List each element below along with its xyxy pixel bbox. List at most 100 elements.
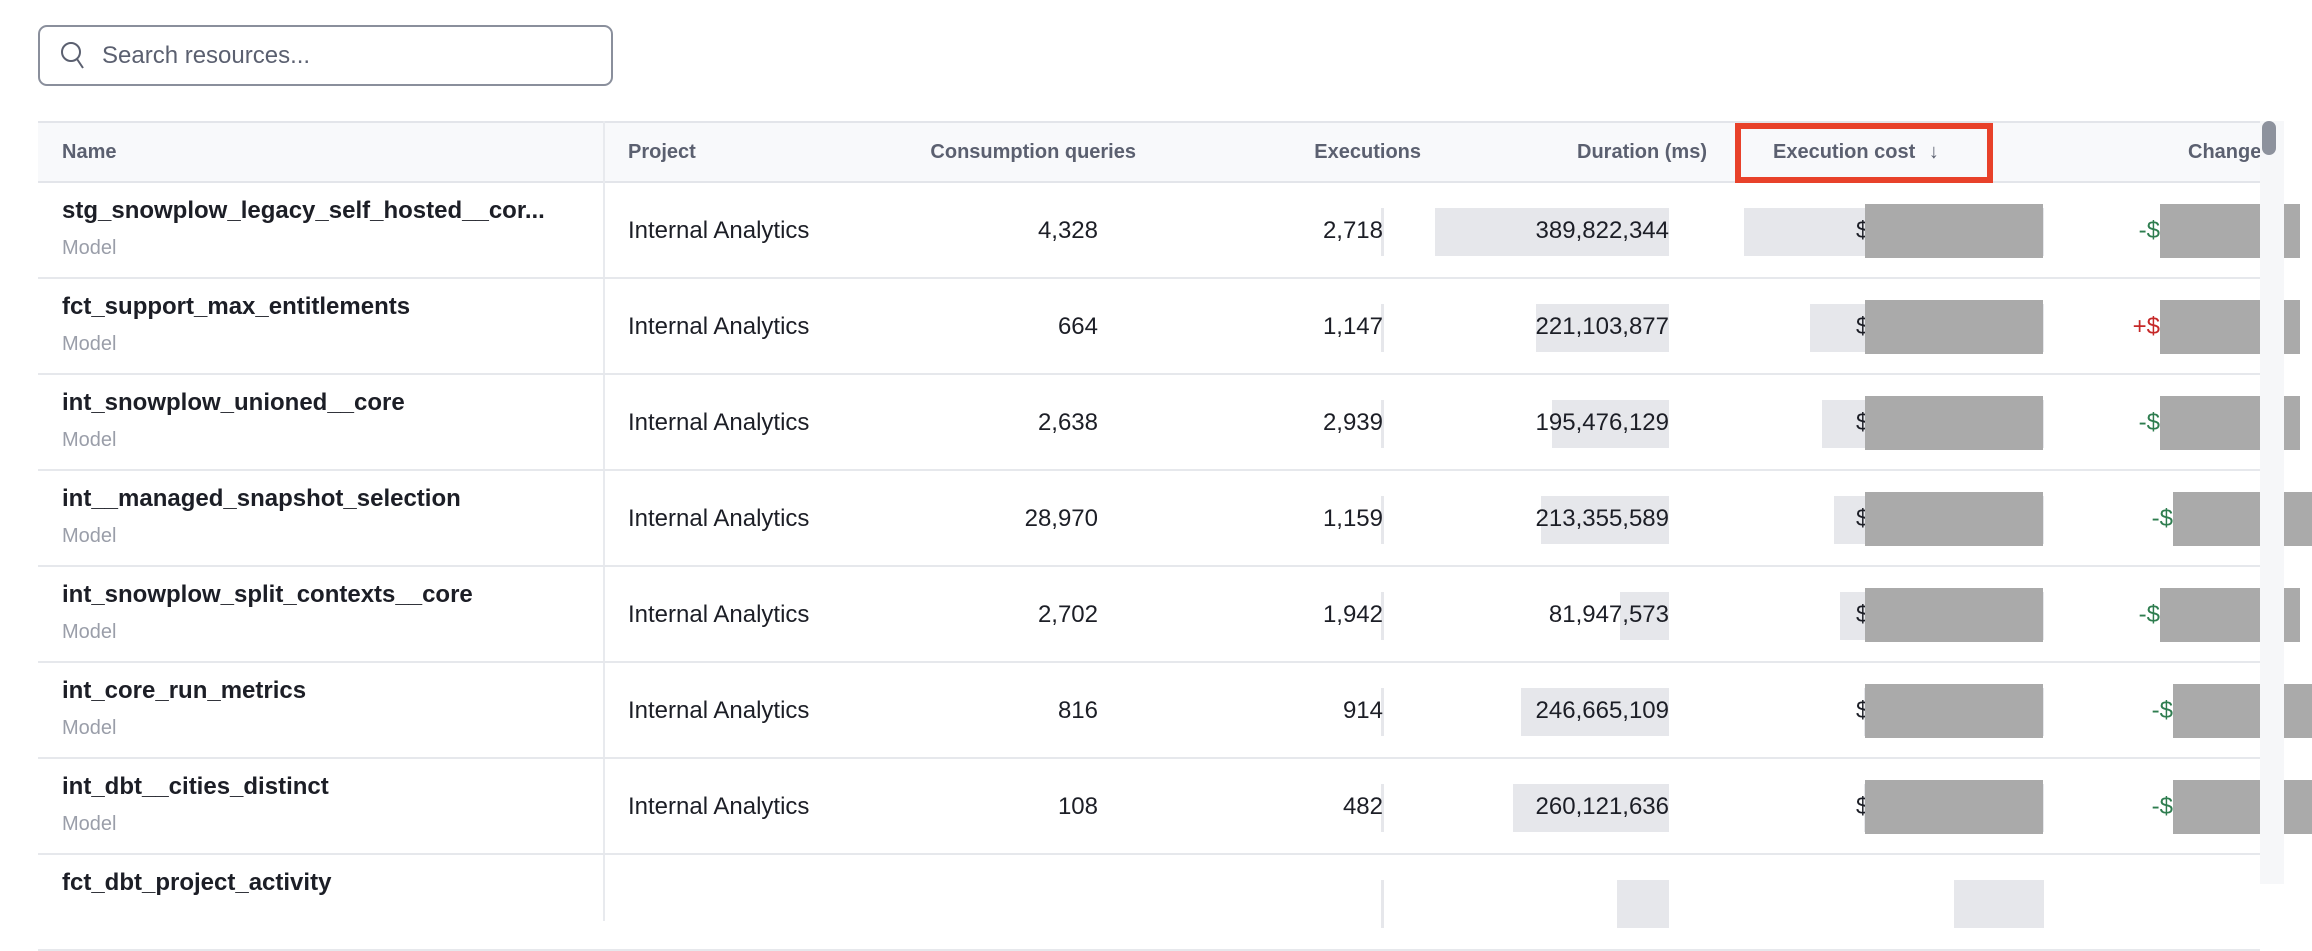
search-input[interactable] (102, 41, 562, 70)
search-input-wrapper[interactable] (38, 25, 613, 86)
executions-bar (1381, 400, 1384, 448)
table-row[interactable]: fct_support_max_entitlements Model Inter… (38, 279, 2300, 375)
change-sign: +$ (2132, 313, 2160, 340)
column-header-name[interactable]: Name (62, 141, 117, 163)
resource-name[interactable]: int__managed_snapshot_selection (62, 485, 461, 512)
column-header-executions[interactable]: Executions (1314, 141, 1421, 163)
resource-name[interactable]: stg_snowplow_legacy_self_hosted__cor... (62, 197, 545, 224)
executions-cell: 914 (1342, 697, 1383, 724)
column-header-consumption-queries[interactable]: Consumption queries (930, 141, 1136, 163)
executions-bar (1381, 688, 1384, 736)
executions-cell: 482 (1342, 793, 1383, 820)
duration-bar (1536, 304, 1669, 352)
redacted-change (2173, 684, 2312, 738)
resource-type: Model (62, 621, 117, 643)
table-row[interactable]: stg_snowplow_legacy_self_hosted__cor... … (38, 183, 2300, 279)
duration-bar (1512, 784, 1669, 832)
consumption-queries-cell: 2,638 (1037, 409, 1098, 436)
executions-cell: 1,159 (1322, 505, 1383, 532)
resource-name[interactable]: int_core_run_metrics (62, 677, 307, 704)
resource-type: Model (62, 813, 117, 835)
scrollbar-thumb[interactable] (2262, 121, 2276, 155)
redacted-cost (1865, 492, 2043, 546)
resource-name[interactable]: int_snowplow_split_contexts__core (62, 581, 473, 608)
table-row[interactable]: int_snowplow_split_contexts__core Model … (38, 567, 2300, 663)
resource-type: Model (62, 525, 117, 547)
resource-name[interactable]: fct_dbt_project_activity (62, 869, 332, 896)
duration-bar (1435, 208, 1669, 256)
sort-descending-icon: ↓ (1928, 141, 1939, 163)
change-sign: -$ (2138, 217, 2160, 244)
duration-cell: 389,822,344 (1535, 217, 1669, 244)
resource-type: Model (62, 717, 117, 739)
consumption-queries-cell: 816 (1057, 697, 1098, 724)
duration-cell: 246,665,109 (1535, 697, 1669, 724)
redacted-change (2173, 780, 2312, 834)
project-cell: Internal Analytics (628, 217, 810, 244)
resource-name[interactable]: fct_support_max_entitlements (62, 293, 411, 320)
executions-bar (1381, 496, 1384, 544)
table-row[interactable]: int_snowplow_unioned__core Model Interna… (38, 375, 2300, 471)
project-cell: Internal Analytics (628, 697, 810, 724)
executions-bar (1381, 784, 1384, 832)
consumption-queries-cell: 2,702 (1037, 601, 1098, 628)
table-row[interactable]: int_dbt__cities_distinct Model Internal … (38, 759, 2312, 855)
consumption-queries-cell: 4,328 (1037, 217, 1098, 244)
resource-type: Model (62, 333, 117, 355)
duration-bar (1617, 880, 1669, 928)
change-sign: -$ (2138, 601, 2160, 628)
redacted-cost (1865, 588, 2043, 642)
resource-name[interactable]: int_snowplow_unioned__core (62, 389, 405, 416)
table-row[interactable]: fct_dbt_project_activity (38, 855, 2260, 951)
change-sign: -$ (2151, 793, 2173, 820)
project-cell: Internal Analytics (628, 505, 810, 532)
executions-bar (1381, 304, 1384, 352)
duration-cell: 260,121,636 (1535, 793, 1669, 820)
consumption-queries-cell: 108 (1057, 793, 1098, 820)
column-header-duration[interactable]: Duration (ms) (1577, 141, 1707, 163)
redacted-cost (1865, 684, 2043, 738)
change-sign: -$ (2151, 505, 2173, 532)
duration-bar (1540, 496, 1669, 544)
table-header: Name Project Consumption queries Executi… (38, 121, 2262, 183)
table-row[interactable]: int__managed_snapshot_selection Model In… (38, 471, 2312, 567)
column-header-execution-cost[interactable]: Execution cost ↓ (1773, 123, 1939, 181)
scrollbar-track[interactable] (2260, 121, 2284, 884)
redacted-cost (1865, 780, 2043, 834)
project-cell: Internal Analytics (628, 409, 810, 436)
table-row[interactable]: int_core_run_metrics Model Internal Anal… (38, 663, 2312, 759)
resource-type: Model (62, 237, 117, 259)
column-divider (603, 121, 605, 921)
duration-bar (1619, 592, 1669, 640)
executions-cell: 2,939 (1322, 409, 1383, 436)
executions-bar (1381, 208, 1384, 256)
consumption-queries-cell: 28,970 (1024, 505, 1098, 532)
executions-cell: 2,718 (1322, 217, 1383, 244)
redacted-cost (1865, 204, 2043, 258)
redacted-cost (1865, 300, 2043, 354)
execution-cost-label: Execution cost (1773, 141, 1916, 163)
column-header-change[interactable]: Change (2188, 141, 2262, 163)
executions-cell: 1,942 (1322, 601, 1383, 628)
search-icon (61, 41, 84, 69)
duration-cell: 221,103,877 (1535, 313, 1669, 340)
executions-cell: 1,147 (1322, 313, 1383, 340)
executions-bar (1381, 592, 1384, 640)
duration-cell: 195,476,129 (1535, 409, 1669, 436)
project-cell: Internal Analytics (628, 601, 810, 628)
duration-bar (1520, 688, 1669, 736)
redacted-cost (1865, 396, 2043, 450)
project-cell: Internal Analytics (628, 793, 810, 820)
change-sign: -$ (2138, 409, 2160, 436)
execution-cost-bar (1954, 880, 2044, 928)
highlight-box (1735, 123, 1993, 183)
project-cell: Internal Analytics (628, 313, 810, 340)
consumption-queries-cell: 664 (1057, 313, 1098, 340)
resource-name[interactable]: int_dbt__cities_distinct (62, 773, 329, 800)
duration-cell: 213,355,589 (1535, 505, 1669, 532)
change-sign: -$ (2151, 697, 2173, 724)
column-header-project[interactable]: Project (628, 141, 696, 163)
resource-type: Model (62, 429, 117, 451)
duration-cell: 81,947,573 (1548, 601, 1669, 628)
resources-table: Name Project Consumption queries Executi… (38, 121, 2312, 951)
